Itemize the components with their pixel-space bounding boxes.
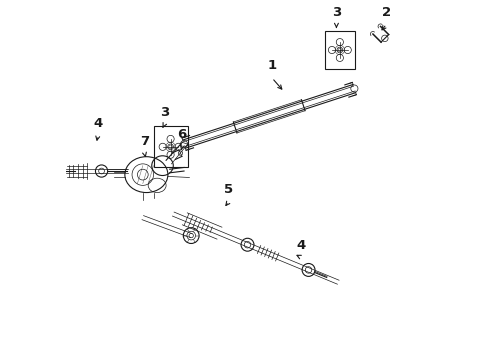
- Text: 2: 2: [382, 6, 391, 19]
- Text: 5: 5: [224, 183, 233, 196]
- Text: 4: 4: [93, 117, 102, 130]
- Text: 1: 1: [268, 59, 276, 72]
- Bar: [324, 31, 355, 69]
- Text: 7: 7: [140, 135, 149, 148]
- Text: 6: 6: [177, 127, 187, 140]
- Text: 3: 3: [160, 106, 169, 119]
- Bar: [153, 126, 188, 167]
- Text: 3: 3: [332, 6, 341, 19]
- Text: 4: 4: [296, 239, 305, 252]
